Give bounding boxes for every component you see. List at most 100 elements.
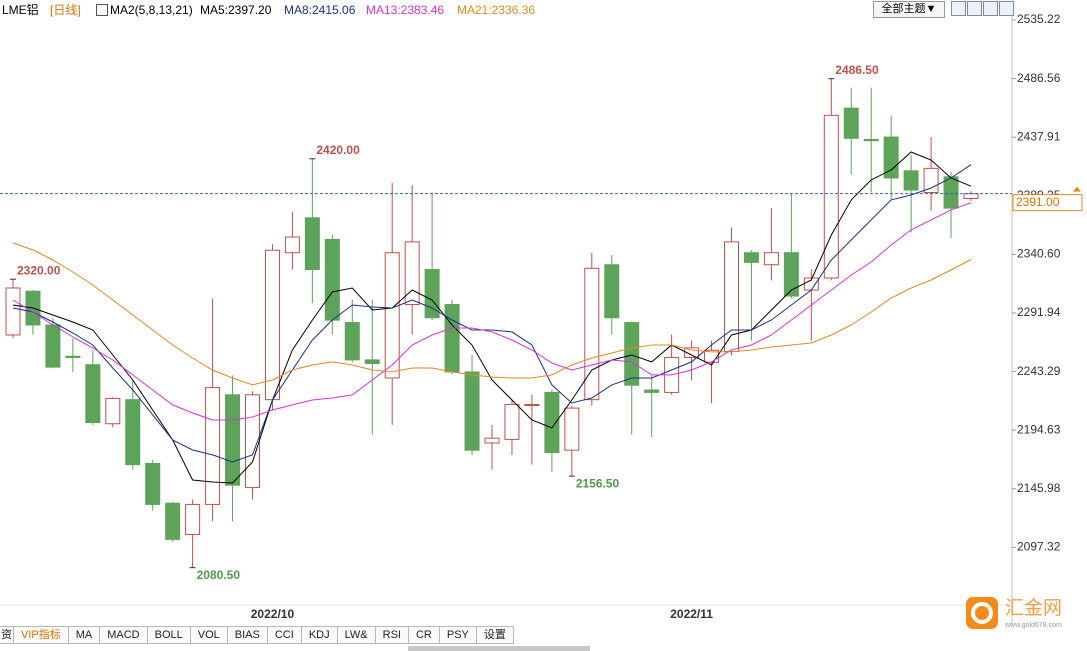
- extreme-label: 2320.00: [17, 263, 61, 277]
- extreme-label: 2156.50: [576, 476, 620, 490]
- tab[interactable]: MACD: [100, 626, 148, 644]
- ma-line: [12, 202, 972, 421]
- candle-body: [564, 407, 580, 451]
- indicator-icon: [96, 4, 108, 16]
- indicator-tabs: 资 VIP指标 MA MACD BOLL VOL BIAS CCI KDJ LW& RSI CR PSY…: [0, 626, 514, 644]
- candle-body: [205, 387, 221, 505]
- tab[interactable]: VOL: [190, 626, 228, 644]
- candle-body: [225, 394, 241, 486]
- tool-icon[interactable]: [967, 1, 982, 16]
- candle-body: [684, 347, 700, 358]
- candle-body: [324, 238, 340, 321]
- tab[interactable]: LW&: [337, 626, 376, 644]
- y-tick-label: 2194.63: [1017, 422, 1061, 436]
- candle-body: [105, 397, 121, 425]
- y-tick-label: 2340.60: [1017, 247, 1061, 261]
- tab[interactable]: 资: [0, 626, 14, 644]
- y-tick-label: 2437.91: [1017, 129, 1061, 143]
- theme-button[interactable]: 全部主题▼: [873, 1, 945, 18]
- candle-body: [783, 252, 799, 297]
- candle-body: [963, 193, 979, 199]
- tab[interactable]: KDJ: [301, 626, 338, 644]
- watermark: 汇金网 www.gold678.com: [966, 597, 1062, 629]
- candle-body: [903, 170, 919, 191]
- candle-body: [384, 252, 400, 379]
- candle-body: [584, 267, 600, 401]
- tab[interactable]: MA: [68, 626, 101, 644]
- last-price-box: [1012, 194, 1083, 212]
- candle-body: [544, 391, 560, 454]
- candle-body: [524, 403, 540, 406]
- tab[interactable]: PSY: [439, 626, 477, 644]
- y-tick-label: 2145.98: [1017, 481, 1061, 495]
- candle-body: [823, 114, 839, 279]
- y-tick-label: 2243.29: [1017, 364, 1061, 378]
- tool-icon[interactable]: [951, 1, 966, 16]
- brand-url: www.gold678.com: [1004, 622, 1062, 629]
- extreme-label: 2080.50: [197, 568, 241, 582]
- ma-line: [12, 242, 972, 386]
- legend-entry: MA13:2383.46: [366, 3, 445, 17]
- tab[interactable]: CCI: [267, 626, 302, 644]
- candle-body: [504, 403, 520, 440]
- tab[interactable]: 设置: [476, 626, 514, 644]
- candle-body: [5, 287, 21, 336]
- candle-body: [464, 371, 480, 451]
- x-tick-label: 2022/11: [670, 607, 713, 621]
- candle-body: [364, 359, 380, 365]
- candle-body: [145, 462, 161, 505]
- candle-body: [843, 107, 859, 139]
- indicator: MA2(5,8,13,21): [110, 3, 193, 17]
- candle-body: [624, 322, 640, 386]
- last-price-label: 2391.00: [1016, 195, 1060, 209]
- candle-body: [604, 264, 620, 319]
- tab[interactable]: RSI: [375, 626, 409, 644]
- candle-body: [484, 437, 500, 444]
- scrollbar[interactable]: [408, 646, 590, 651]
- tool-icon[interactable]: [999, 1, 1014, 16]
- candle-body: [344, 322, 360, 361]
- legend-entry: MA8:2415.06: [284, 3, 356, 17]
- brand: 汇金网: [1005, 597, 1062, 619]
- candle-body: [763, 252, 779, 266]
- candle-body: [863, 138, 879, 142]
- candle-body: [165, 502, 181, 540]
- extreme-label: 2420.00: [316, 143, 360, 157]
- candle-body: [404, 241, 420, 305]
- tool-icon[interactable]: [983, 1, 998, 16]
- candle-body: [284, 236, 300, 254]
- extreme-label: 2486.50: [835, 63, 879, 77]
- chart: 2535.222486.562437.912389.252340.602291.…: [0, 0, 1083, 625]
- candle-body: [65, 355, 81, 358]
- logo-icon: [971, 602, 993, 624]
- candle-body: [743, 252, 759, 263]
- tab[interactable]: BIAS: [227, 626, 268, 644]
- candle-body: [185, 503, 201, 536]
- candle-body: [923, 167, 939, 193]
- plot-area: [0, 0, 1012, 605]
- candle-body: [304, 217, 320, 271]
- ma-line: [12, 164, 972, 463]
- tab[interactable]: CR: [408, 626, 440, 644]
- period: [日线]: [50, 3, 81, 17]
- last-price-arrow: [1073, 186, 1081, 192]
- tab[interactable]: BOLL: [147, 626, 191, 644]
- candle-body: [444, 303, 460, 373]
- symbol: LME铝: [2, 3, 39, 17]
- x-tick-label: 2022/10: [251, 607, 295, 621]
- candle-body: [85, 364, 101, 424]
- candle-body: [45, 324, 61, 368]
- candle-body: [883, 136, 899, 179]
- y-tick-label: 2097.32: [1017, 540, 1061, 554]
- tab[interactable]: VIP指标: [14, 626, 69, 644]
- y-tick-label: 2291.94: [1017, 305, 1061, 319]
- y-tick-label: 2486.56: [1017, 71, 1061, 85]
- legend-entry: MA21:2336.36: [457, 3, 536, 17]
- legend-entry: MA5:2397.20: [200, 3, 272, 17]
- candle-body: [125, 399, 141, 466]
- y-tick-label: 2535.22: [1017, 12, 1061, 26]
- candle-body: [644, 389, 660, 393]
- candle-body: [424, 269, 440, 319]
- candle-body: [943, 176, 959, 209]
